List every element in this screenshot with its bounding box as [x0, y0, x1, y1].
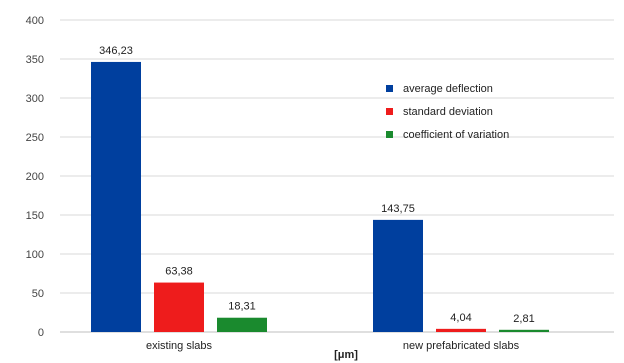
data-label: 4,04	[450, 312, 471, 324]
bar	[373, 219, 423, 332]
category-labels: existing slabs new prefabricated slabs	[146, 340, 520, 352]
y-tick-label: 150	[26, 210, 44, 222]
data-label: 63,38	[165, 266, 193, 278]
legend-label: average deflection	[403, 83, 493, 95]
legend-swatch	[386, 131, 393, 138]
y-tick-label: 250	[26, 132, 44, 144]
y-tick-label: 50	[32, 288, 44, 300]
data-label: 346,23	[99, 45, 133, 57]
y-tick-label: 0	[38, 327, 44, 339]
data-label: 143,75	[381, 203, 415, 215]
bar	[217, 317, 267, 332]
y-tick-label: 400	[26, 15, 44, 27]
gridlines	[60, 19, 614, 333]
data-label: 18,31	[228, 301, 256, 313]
data-label: 2,81	[513, 313, 534, 325]
y-tick-label: 100	[26, 249, 44, 261]
data-labels: 346,23 63,38 18,31 143,75 4,04 2,81	[99, 45, 535, 325]
y-tick-label: 350	[26, 54, 44, 66]
category-label: new prefabricated slabs	[403, 340, 520, 352]
y-tick-label: 300	[26, 93, 44, 105]
bar	[499, 329, 549, 332]
legend-swatch	[386, 108, 393, 115]
bar	[436, 328, 486, 332]
x-axis-unit-label: [μm]	[334, 349, 358, 361]
y-tick-label: 200	[26, 171, 44, 183]
legend-label: standard deviation	[403, 106, 493, 118]
bars	[91, 61, 549, 332]
y-axis-ticks: 0 50 100 150 200 250 300 350 400	[26, 15, 44, 339]
bar	[91, 61, 141, 332]
legend: average deflection standard deviation coef…	[386, 83, 509, 141]
bar	[154, 282, 204, 332]
legend-label: coefficient of variation	[403, 129, 509, 141]
legend-swatch	[386, 85, 393, 92]
category-label: existing slabs	[146, 340, 213, 352]
